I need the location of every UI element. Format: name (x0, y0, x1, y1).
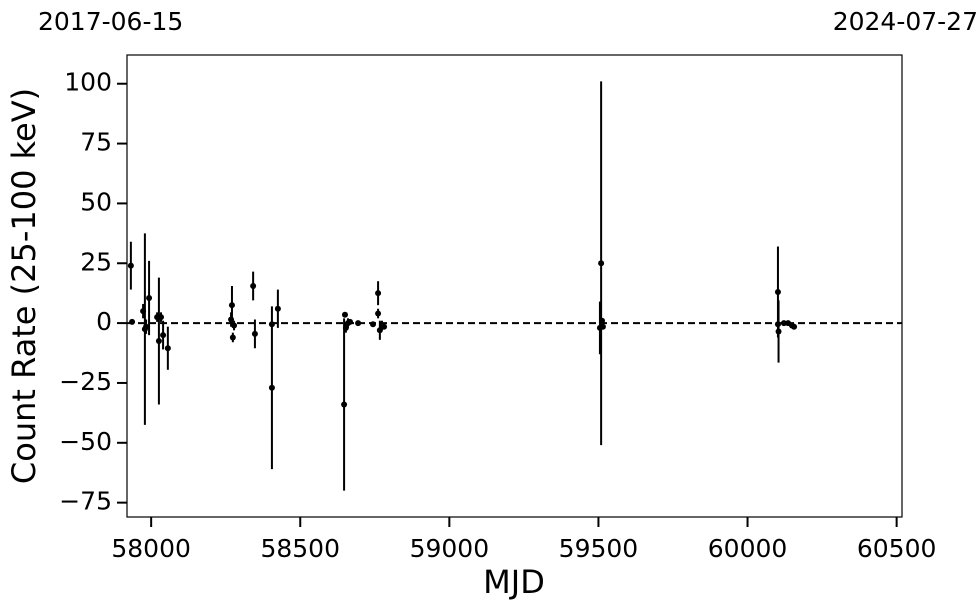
top-left-label: 2017-06-15 (38, 7, 183, 36)
y-tick-label: 25 (80, 247, 112, 276)
y-tick-label: −75 (59, 487, 112, 516)
data-point (160, 332, 167, 339)
y-tick-label: 0 (96, 307, 112, 336)
data-point (268, 321, 275, 328)
y-tick-label: −50 (59, 427, 112, 456)
data-point (599, 317, 606, 324)
data-point (774, 288, 781, 295)
data-point (268, 384, 275, 391)
data-point (157, 314, 164, 321)
data-point (375, 290, 382, 297)
x-tick-label: 60000 (708, 534, 788, 563)
data-point (143, 323, 150, 330)
y-tick-label: 100 (64, 68, 112, 97)
data-point (251, 330, 258, 337)
data-point (250, 283, 257, 289)
data-point (791, 323, 798, 330)
data-point (599, 323, 606, 330)
plot-frame (126, 54, 903, 518)
data-point (775, 328, 782, 335)
data-point (381, 323, 388, 330)
y-axis-label: Count Rate (25-100 keV) (5, 88, 43, 484)
x-tick-label: 58500 (260, 534, 340, 563)
data-point (231, 322, 238, 329)
data-point (229, 334, 236, 341)
data-point (341, 401, 348, 408)
data-point (146, 294, 153, 301)
data-point (780, 320, 787, 327)
x-tick-label: 59500 (559, 534, 639, 563)
y-tick-label: −25 (59, 367, 112, 396)
data-point (164, 345, 171, 352)
data-point (598, 260, 605, 267)
data-point (341, 311, 348, 318)
data-point (347, 318, 354, 325)
x-tick-label: 58000 (111, 534, 191, 563)
x-tick-label: 60500 (857, 534, 937, 563)
data-point (370, 321, 377, 328)
x-tick-label: 59000 (410, 534, 490, 563)
data-point (274, 305, 281, 312)
data-point (228, 302, 235, 309)
data-point (129, 318, 136, 325)
x-axis-label: MJD (483, 563, 545, 601)
y-tick-label: 50 (80, 187, 112, 216)
data-point (375, 310, 382, 317)
data-point (155, 338, 162, 345)
data-point (127, 262, 134, 269)
top-right-label: 2024-07-27 (833, 7, 978, 36)
y-tick-label: 75 (80, 128, 112, 157)
data-point (355, 320, 362, 327)
